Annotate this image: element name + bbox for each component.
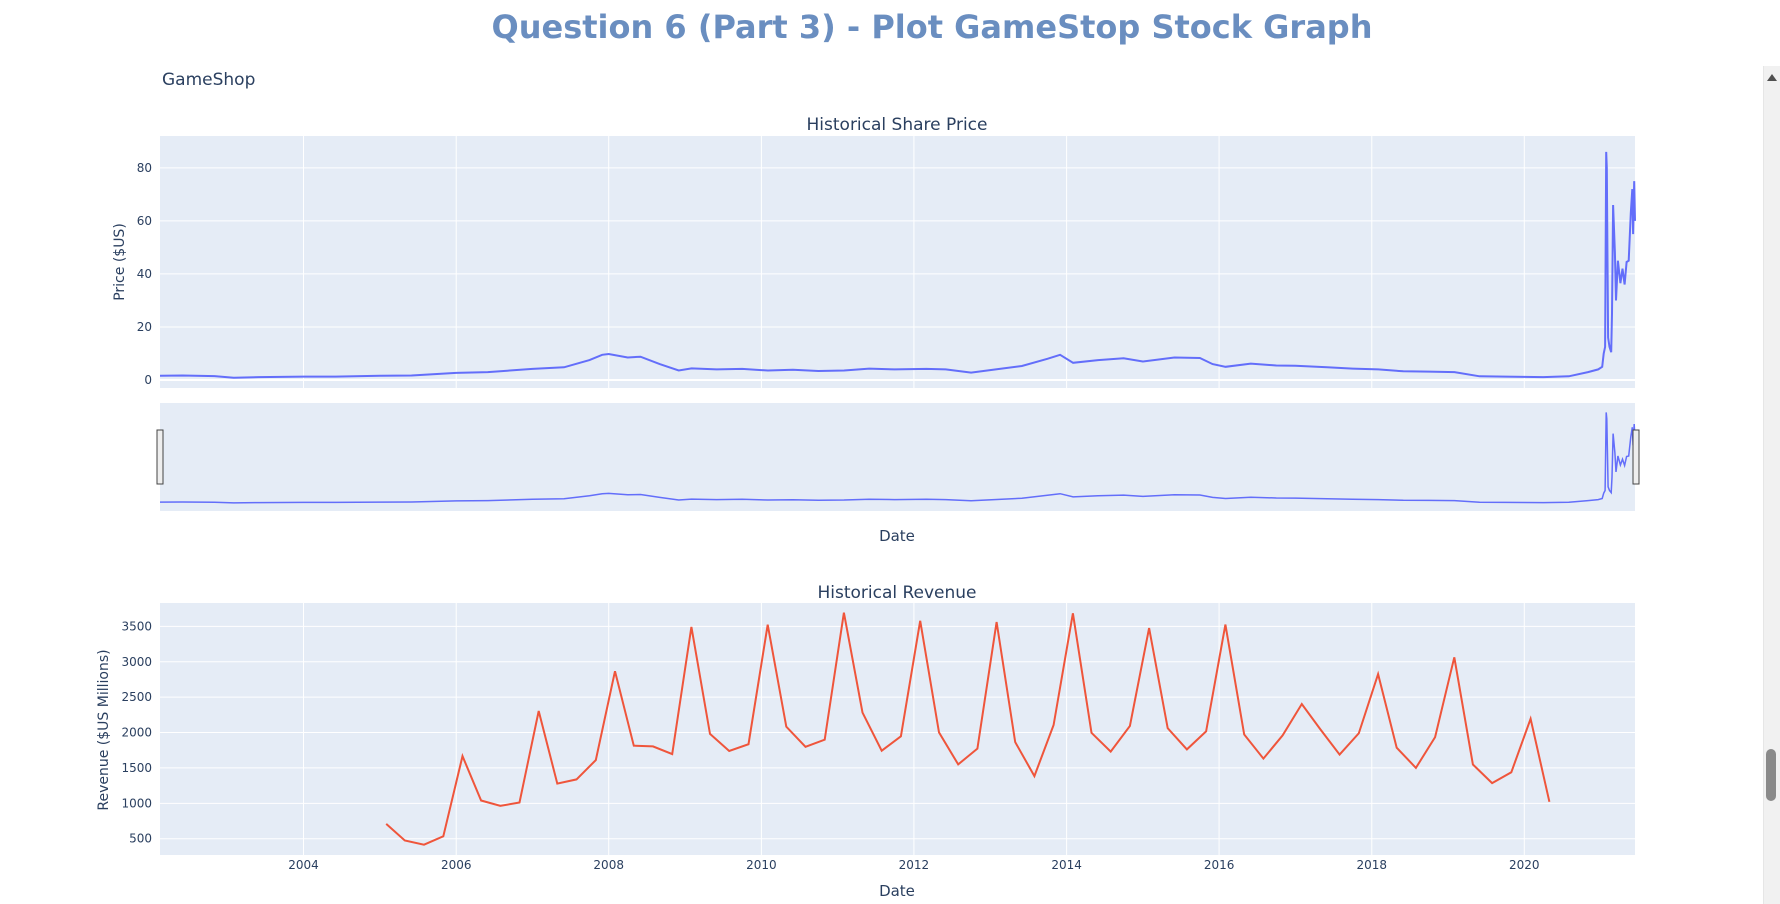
revenue-tick-label: 2000 [121, 726, 152, 740]
price-plot-background[interactable] [160, 136, 1635, 388]
page-title: Question 6 (Part 3) - Plot GameStop Stoc… [491, 8, 1373, 46]
price-tick-label: 40 [137, 267, 152, 281]
x-tick-label: 2020 [1509, 858, 1540, 872]
scrollbar-thumb[interactable] [1766, 749, 1776, 801]
x-tick-label: 2006 [441, 858, 472, 872]
page-scrollbar[interactable] [1763, 66, 1780, 904]
revenue-tick-label: 1500 [121, 761, 152, 775]
x-tick-label: 2008 [593, 858, 624, 872]
revenue-y-axis-label: Revenue ($US Millions) [96, 649, 112, 810]
scroll-up-arrow-icon[interactable] [1767, 74, 1777, 81]
revenue-subplot-title: Historical Revenue [817, 583, 976, 603]
revenue-tick-label: 500 [129, 832, 152, 846]
range-slider-left-handle[interactable] [156, 429, 164, 485]
revenue-tick-label: 1000 [121, 796, 152, 810]
revenue-plot-background[interactable] [160, 603, 1635, 855]
price-y-axis: 0 20 40 60 80 [137, 161, 152, 387]
price-subplot-title: Historical Share Price [807, 115, 988, 135]
x-tick-label: 2016 [1204, 858, 1235, 872]
range-slider-series-line [159, 412, 1636, 504]
revenue-y-axis: 500 1000 1500 2000 2500 3000 3500 [121, 619, 152, 845]
revenue-x-axis-label: Date [879, 882, 915, 900]
range-slider-background[interactable] [160, 403, 1635, 511]
price-tick-label: 0 [144, 373, 152, 387]
price-tick-label: 20 [137, 320, 152, 334]
range-slider-right-handle[interactable] [1632, 429, 1640, 485]
price-x-axis-label: Date [879, 527, 915, 545]
price-series-line[interactable] [159, 151, 1636, 379]
revenue-tick-label: 3000 [121, 655, 152, 669]
x-tick-label: 2014 [1051, 858, 1082, 872]
price-gridlines [160, 136, 1635, 388]
price-y-axis-label: Price ($US) [112, 223, 128, 301]
revenue-tick-label: 3500 [121, 619, 152, 633]
price-tick-label: 80 [137, 161, 152, 175]
revenue-x-axis: 2004 2006 2008 2010 2012 2014 2016 2018 2020 [288, 858, 1539, 872]
x-tick-label: 2004 [288, 858, 319, 872]
x-tick-label: 2010 [746, 858, 777, 872]
revenue-series-line[interactable] [385, 612, 1551, 846]
revenue-gridlines [160, 603, 1635, 855]
price-tick-label: 60 [137, 214, 152, 228]
revenue-tick-label: 2500 [121, 690, 152, 704]
x-tick-label: 2012 [899, 858, 930, 872]
x-tick-label: 2018 [1357, 858, 1388, 872]
figure-title: GameShop [162, 70, 255, 90]
